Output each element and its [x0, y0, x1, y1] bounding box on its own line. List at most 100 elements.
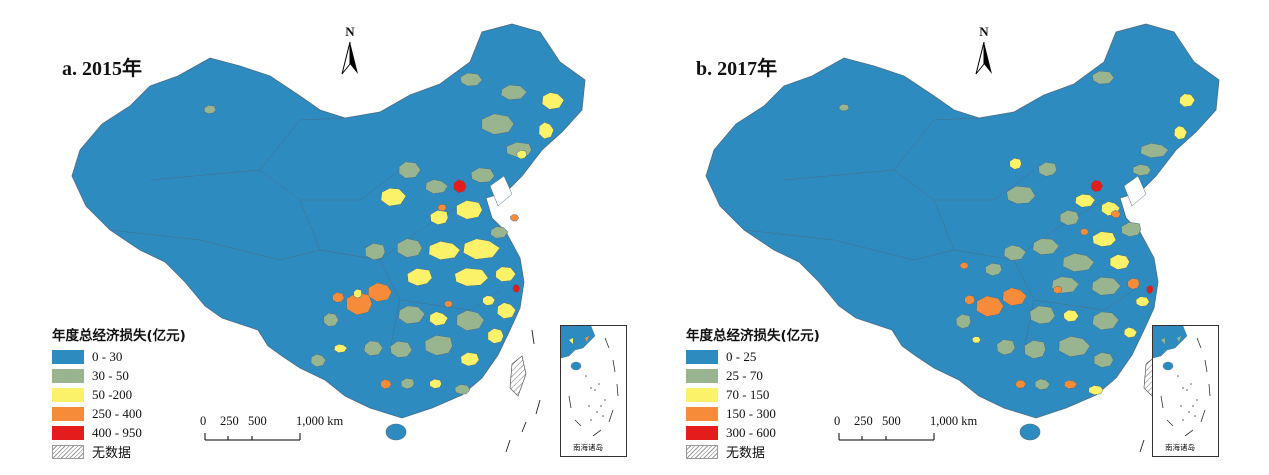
province-boundary	[1033, 289, 1135, 311]
region-unit	[453, 179, 467, 194]
region-unit	[310, 353, 326, 368]
region-unit	[838, 103, 850, 112]
region-unit	[541, 92, 565, 110]
legend-swatch	[686, 368, 718, 383]
region-unit	[1063, 309, 1079, 322]
region-unit	[1003, 244, 1027, 261]
region-unit	[1092, 311, 1120, 331]
map-panel-2015: a. 2015年 N 年度总经济损失(亿元) 0 - 30 30 - 50 50…	[0, 0, 634, 475]
inset-map	[561, 326, 619, 437]
province-boundary	[300, 169, 401, 201]
region-unit	[1109, 254, 1130, 270]
region-unit	[1135, 296, 1150, 307]
scale-tick-label: 250	[220, 414, 239, 428]
region-unit	[1009, 157, 1022, 170]
region-unit	[1006, 185, 1036, 205]
legend-label: 25 - 70	[726, 367, 763, 383]
legend-label: 300 - 600	[726, 424, 776, 440]
region-unit	[1140, 142, 1169, 159]
legend-item: 250 - 400	[52, 404, 186, 423]
region-unit	[332, 292, 345, 303]
region-unit	[481, 113, 515, 135]
region-unit	[964, 294, 976, 305]
region-unit	[510, 214, 519, 222]
scale-tick-label: 250	[854, 414, 873, 428]
inset-label: 南海诸岛	[1165, 443, 1195, 452]
region-unit	[1123, 327, 1138, 338]
legend-item: 0 - 30	[52, 347, 186, 366]
region-unit	[400, 377, 415, 390]
region-unit	[955, 313, 972, 329]
legend-swatch	[52, 349, 84, 364]
region-unit	[1173, 125, 1188, 140]
scale-bar: 0 250 500 1,000 km	[196, 414, 396, 444]
region-unit	[1075, 194, 1096, 208]
legend-swatch-hatch	[686, 444, 718, 459]
north-arrow-icon	[341, 41, 358, 75]
region-unit	[454, 384, 471, 395]
region-unit	[424, 335, 453, 356]
region-unit	[976, 295, 1004, 317]
legend-label: 50 -200	[92, 386, 133, 402]
region-unit	[482, 295, 496, 306]
legend-label: 400 - 950	[92, 424, 142, 440]
legend-label: 无数据	[92, 445, 132, 460]
region-unit	[460, 72, 483, 87]
legend: 年度总经济损失(亿元) 0 - 25 25 - 70 70 - 150 150 …	[686, 324, 820, 461]
legend-swatch	[686, 425, 718, 440]
region-unit	[346, 292, 373, 316]
legend-label: 70 - 150	[726, 386, 770, 402]
legend-title: 年度总经济损失(亿元)	[52, 328, 186, 344]
scale-tick-label: 1,000 km	[296, 414, 344, 428]
province-boundary	[149, 169, 321, 251]
province-boundary	[743, 229, 955, 261]
legend: 年度总经济损失(亿元) 0 - 30 30 - 50 50 -200 250 -…	[52, 324, 186, 461]
region-unit	[1121, 221, 1142, 237]
region-unit	[1146, 284, 1154, 295]
region-unit	[363, 340, 384, 356]
region-unit	[1029, 305, 1056, 325]
legend-item: 25 - 70	[686, 366, 820, 385]
scale-bar-line	[838, 433, 935, 441]
region-unit	[456, 200, 483, 220]
region-unit	[454, 267, 489, 287]
panel-title: b. 2017年	[696, 58, 778, 80]
china-outline	[705, 23, 1220, 419]
china-map-2017	[705, 23, 1220, 453]
legend-item: 0 - 25	[686, 347, 820, 366]
region-unit	[487, 328, 504, 344]
province-boundary	[934, 169, 1035, 201]
region-unit	[1032, 238, 1060, 256]
region-unit	[365, 242, 386, 261]
region-unit	[985, 262, 1003, 276]
region-unit	[397, 238, 423, 258]
region-unit	[460, 352, 480, 367]
region-unit	[1091, 276, 1121, 296]
region-unit	[1038, 162, 1057, 177]
region-unit	[470, 167, 495, 183]
north-label: N	[345, 24, 355, 39]
region-unit	[1179, 93, 1196, 108]
bohai-sea	[489, 175, 513, 207]
region-unit	[516, 149, 527, 160]
region-unit	[380, 187, 407, 207]
region-unit	[959, 262, 969, 270]
legend-item: 400 - 950	[52, 423, 186, 442]
region-unit	[1088, 385, 1104, 396]
map-panel-2017: b. 2017年 N 年度总经济损失(亿元) 0 - 25 25 - 70 70…	[634, 0, 1268, 475]
legend-swatch	[52, 368, 84, 383]
legend-label: 无数据	[726, 445, 766, 460]
region-unit	[1132, 164, 1152, 176]
south-china-sea-inset: 南海诸岛	[560, 325, 627, 457]
legend-label: 30 - 50	[92, 367, 129, 383]
scale-bar-line	[204, 433, 301, 441]
sea-boundary-dash	[1139, 439, 1145, 453]
scale-tick-label: 500	[882, 414, 901, 428]
province-boundary	[259, 117, 346, 171]
region-unit	[495, 266, 517, 282]
north-arrow: N	[338, 24, 362, 78]
scale-tick-label: 0	[200, 414, 207, 428]
region-unit	[353, 288, 363, 299]
region-unit	[407, 268, 433, 287]
region-unit	[1080, 228, 1089, 236]
